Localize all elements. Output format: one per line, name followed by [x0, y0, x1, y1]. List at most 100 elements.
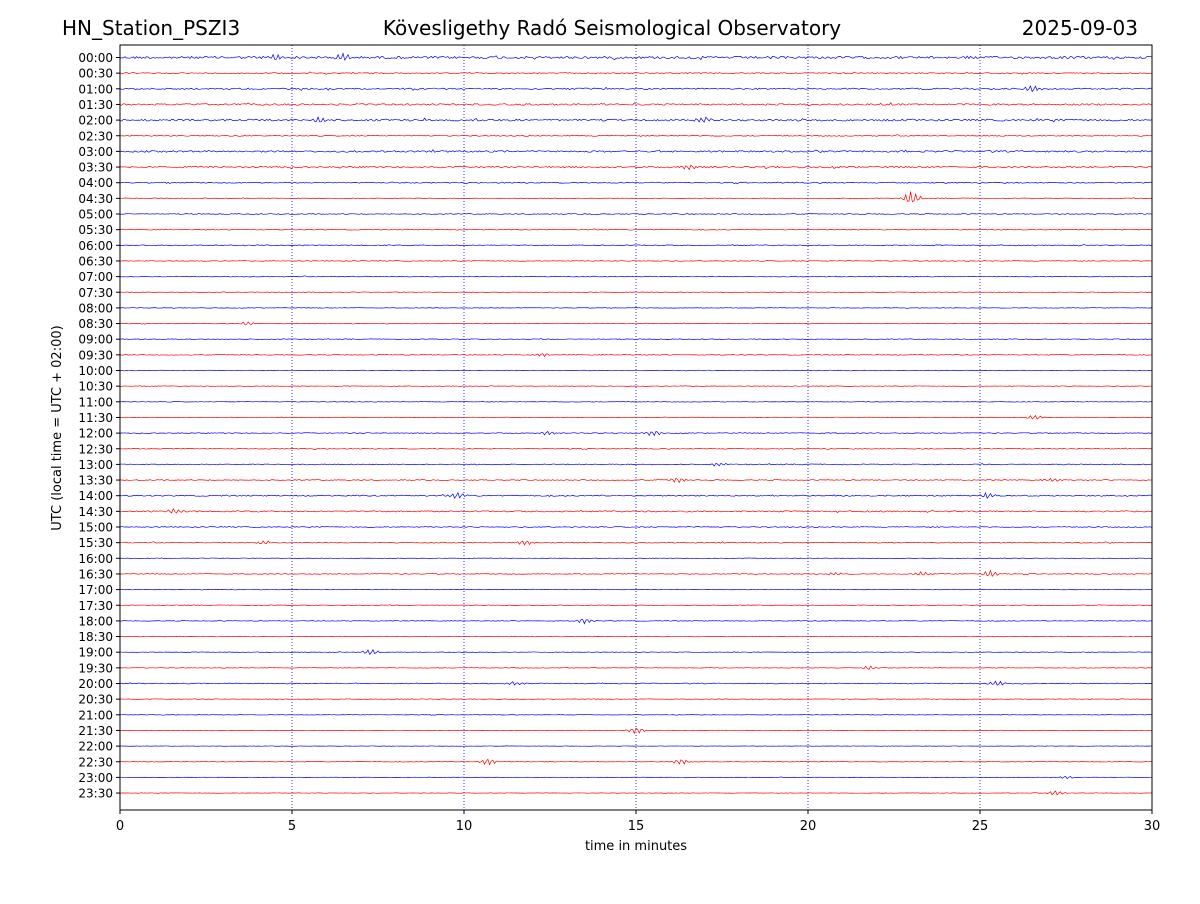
- trace-0900: [119, 338, 1153, 341]
- y-axis-label: UTC (local time = UTC + 02:00): [50, 325, 65, 530]
- x-axis-label: time in minutes: [585, 839, 687, 854]
- trace-0030: [119, 71, 1153, 75]
- trace-1830: [119, 635, 1153, 638]
- trace-0700: [119, 275, 1153, 278]
- y-tick-label: 16:00: [78, 552, 113, 566]
- trace-0300: [119, 149, 1153, 154]
- trace-1100: [119, 400, 1153, 403]
- trace-0830: [119, 321, 1153, 325]
- trace-1030: [119, 385, 1153, 388]
- trace-1530: [119, 540, 1153, 546]
- trace-0130: [119, 102, 1153, 107]
- trace-0230: [119, 134, 1153, 138]
- trace-2000: [119, 680, 1153, 686]
- y-tick-label: 12:30: [78, 442, 113, 456]
- y-tick-label: 19:00: [78, 646, 113, 660]
- trace-1800: [119, 619, 1153, 625]
- trace-0730: [119, 291, 1153, 294]
- x-tick-label: 25: [972, 819, 989, 834]
- y-tick-label: 07:00: [78, 270, 113, 284]
- y-tick-label: 09:30: [78, 348, 113, 362]
- trace-1130: [119, 414, 1153, 420]
- y-tick-label: 06:00: [78, 239, 113, 253]
- y-tick-label: 11:30: [78, 411, 113, 425]
- y-tick-label: 00:00: [78, 51, 113, 65]
- y-tick-label: 13:00: [78, 458, 113, 472]
- x-tick-label: 5: [288, 819, 296, 834]
- y-tick-label: 03:00: [78, 145, 113, 159]
- y-tick-label: 08:00: [78, 301, 113, 315]
- y-tick-label: 21:00: [78, 708, 113, 722]
- x-tick-label: 10: [456, 819, 473, 834]
- y-tick-label: 15:30: [78, 536, 113, 550]
- y-tick-label: 14:00: [78, 489, 113, 503]
- y-tick-label: 23:30: [78, 787, 113, 801]
- trace-2300: [119, 775, 1153, 780]
- chart-title: Kövesligethy Radó Seismological Observat…: [383, 16, 841, 40]
- trace-1430: [119, 507, 1153, 514]
- trace-0330: [119, 164, 1153, 171]
- y-tick-label: 10:30: [78, 380, 113, 394]
- x-tick-label: 20: [800, 819, 817, 834]
- trace-0430: [119, 191, 1153, 203]
- trace-1200: [119, 430, 1153, 437]
- x-tick-label: 15: [628, 819, 645, 834]
- y-tick-label: 20:30: [78, 693, 113, 707]
- y-tick-label: 11:00: [78, 395, 113, 409]
- trace-0200: [119, 116, 1153, 123]
- y-tick-label: 19:30: [78, 661, 113, 675]
- y-tick-label: 17:30: [78, 599, 113, 613]
- y-tick-label: 03:30: [78, 161, 113, 175]
- trace-1500: [119, 525, 1153, 529]
- trace-1930: [119, 665, 1153, 670]
- y-tick-label: 01:00: [78, 82, 113, 96]
- y-tick-label: 20:00: [78, 677, 113, 691]
- plot-frame: [119, 44, 1153, 811]
- trace-2330: [119, 790, 1153, 796]
- y-tick-label: 04:00: [78, 176, 113, 190]
- trace-2100: [119, 713, 1153, 716]
- y-tick-label: 06:30: [78, 254, 113, 268]
- trace-1230: [119, 447, 1153, 451]
- station-title: HN_Station_PSZI3: [62, 16, 240, 40]
- y-tick-label: 08:30: [78, 317, 113, 331]
- trace-2130: [119, 727, 1153, 735]
- y-tick-label: 13:30: [78, 474, 113, 488]
- y-tick-label: 14:30: [78, 505, 113, 519]
- y-tick-label: 10:00: [78, 364, 113, 378]
- trace-1900: [119, 649, 1153, 655]
- trace-1000: [119, 369, 1153, 372]
- trace-0930: [119, 353, 1153, 358]
- trace-2200: [119, 745, 1153, 747]
- y-tick-label: 02:30: [78, 129, 113, 143]
- y-tick-label: 17:00: [78, 583, 113, 597]
- trace-0500: [119, 212, 1153, 215]
- y-tick-label: 05:00: [78, 208, 113, 222]
- trace-2230: [119, 758, 1153, 766]
- y-tick-label: 23:00: [78, 771, 113, 785]
- y-tick-label: 18:00: [78, 614, 113, 628]
- x-tick-label: 0: [116, 819, 124, 834]
- trace-1330: [119, 477, 1153, 484]
- y-tick-label: 02:00: [78, 114, 113, 128]
- y-tick-label: 12:00: [78, 427, 113, 441]
- trace-0400: [119, 181, 1153, 185]
- trace-0630: [119, 259, 1153, 263]
- trace-2030: [119, 698, 1153, 701]
- y-tick-label: 04:30: [78, 192, 113, 206]
- y-tick-label: 16:30: [78, 567, 113, 581]
- trace-1400: [119, 491, 1153, 499]
- y-tick-label: 22:00: [78, 740, 113, 754]
- trace-0800: [119, 307, 1153, 309]
- y-tick-label: 22:30: [78, 755, 113, 769]
- trace-1300: [119, 462, 1153, 467]
- trace-1600: [119, 557, 1153, 560]
- trace-1730: [119, 604, 1153, 606]
- y-tick-label: 21:30: [78, 724, 113, 738]
- y-tick-label: 15:00: [78, 521, 113, 535]
- y-tick-label: 07:30: [78, 286, 113, 300]
- date-title: 2025-09-03: [1022, 16, 1138, 40]
